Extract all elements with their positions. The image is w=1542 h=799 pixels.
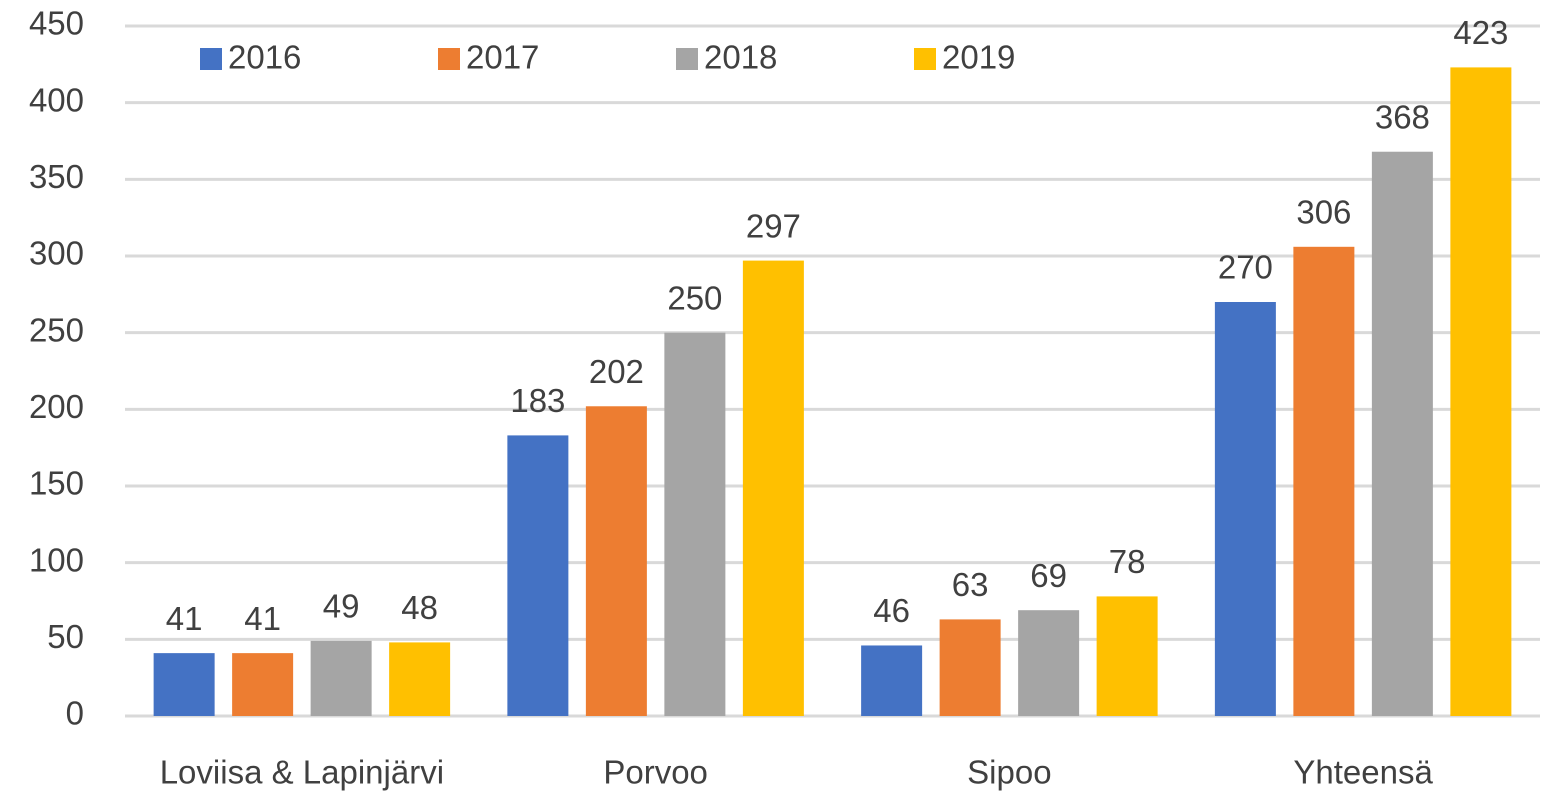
bar: [389, 642, 451, 716]
data-label: 78: [1109, 543, 1146, 580]
data-label: 423: [1453, 14, 1508, 51]
y-tick-label: 250: [29, 311, 84, 348]
legend-swatch: [200, 48, 222, 70]
data-label: 49: [323, 588, 360, 625]
y-tick-label: 450: [29, 5, 84, 42]
y-tick-label: 150: [29, 465, 84, 502]
bar: [1450, 67, 1512, 716]
bar: [310, 640, 372, 716]
x-tick-label: Loviisa & Lapinjärvi: [160, 754, 444, 791]
y-tick-label: 100: [29, 541, 84, 578]
bar: [153, 653, 215, 716]
data-label: 306: [1296, 194, 1351, 231]
data-label: 270: [1218, 249, 1273, 286]
bar: [939, 619, 1001, 716]
bar: [664, 332, 726, 716]
bar: [861, 645, 923, 716]
y-tick-label: 400: [29, 81, 84, 118]
y-tick-label: 350: [29, 158, 84, 195]
x-tick-label: Yhteensä: [1293, 754, 1433, 791]
bar: [1096, 596, 1158, 716]
data-label: 48: [401, 589, 438, 626]
y-tick-label: 300: [29, 235, 84, 272]
data-label: 46: [873, 592, 910, 629]
legend-swatch: [438, 48, 460, 70]
data-label: 297: [746, 207, 801, 244]
legend-label: 2019: [942, 39, 1015, 76]
legend-label: 2016: [228, 39, 301, 76]
bar: [1018, 610, 1080, 716]
bar: [1214, 302, 1276, 716]
legend-swatch: [676, 48, 698, 70]
bar: [742, 260, 804, 716]
data-label: 202: [589, 353, 644, 390]
x-tick-label: Sipoo: [967, 754, 1051, 791]
y-tick-label: 0: [66, 695, 84, 732]
y-tick-label: 200: [29, 388, 84, 425]
bar: [232, 653, 294, 716]
legend-label: 2018: [704, 39, 777, 76]
legend-label: 2017: [466, 39, 539, 76]
data-label: 69: [1030, 557, 1067, 594]
data-label: 250: [667, 279, 722, 316]
legend-swatch: [914, 48, 936, 70]
bar: [585, 406, 647, 716]
y-tick-label: 50: [47, 618, 84, 655]
data-label: 368: [1375, 98, 1430, 135]
bar: [1371, 151, 1433, 716]
x-tick-label: Porvoo: [603, 754, 708, 791]
data-label: 41: [166, 600, 203, 637]
data-label: 63: [952, 566, 989, 603]
data-label: 183: [510, 382, 565, 419]
bar: [1293, 246, 1355, 717]
data-label: 41: [244, 600, 281, 637]
bar: [507, 435, 569, 716]
